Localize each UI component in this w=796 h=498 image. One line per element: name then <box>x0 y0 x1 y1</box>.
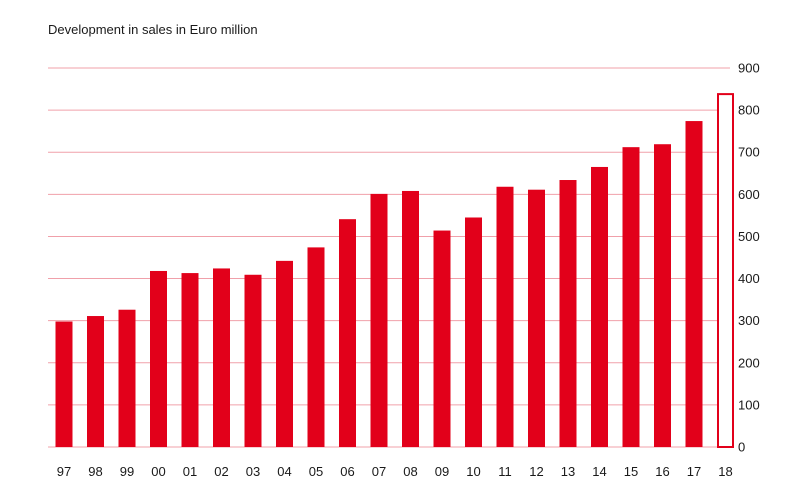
x-tick-label-08: 08 <box>403 464 417 479</box>
x-tick-label-09: 09 <box>435 464 449 479</box>
x-tick-label-11: 11 <box>498 464 512 479</box>
x-tick-label-06: 06 <box>340 464 354 479</box>
x-tick-label-03: 03 <box>246 464 260 479</box>
y-tick-label-100: 100 <box>738 397 760 412</box>
bar-14 <box>591 166 608 447</box>
bar-08 <box>402 190 419 447</box>
x-tick-label-07: 07 <box>372 464 386 479</box>
y-tick-label-200: 200 <box>738 355 760 370</box>
x-tick-label-02: 02 <box>214 464 228 479</box>
x-tick-label-98: 98 <box>88 464 102 479</box>
y-tick-label-700: 700 <box>738 145 760 160</box>
bar-03 <box>244 274 262 447</box>
x-tick-label-12: 12 <box>529 464 543 479</box>
bar-17 <box>685 121 703 447</box>
x-tick-label-05: 05 <box>309 464 323 479</box>
x-tick-label-99: 99 <box>120 464 134 479</box>
bar-04 <box>276 260 293 447</box>
y-tick-label-300: 300 <box>738 313 760 328</box>
x-tick-label-15: 15 <box>624 464 638 479</box>
x-tick-label-97: 97 <box>57 464 71 479</box>
bar-98 <box>87 316 104 447</box>
x-tick-label-00: 00 <box>151 464 165 479</box>
chart-title: Development in sales in Euro million <box>48 22 258 37</box>
bar-11 <box>496 186 514 447</box>
bar-13 <box>559 180 577 447</box>
bar-00 <box>150 270 167 447</box>
bar-97 <box>55 321 73 447</box>
bar-16 <box>654 144 671 447</box>
bar-12 <box>528 189 545 447</box>
y-tick-label-0: 0 <box>738 440 745 455</box>
bar-15 <box>622 147 640 447</box>
bar-07 <box>370 193 388 447</box>
y-tick-label-600: 600 <box>738 187 760 202</box>
bar-01 <box>181 273 199 447</box>
bar-05 <box>307 247 325 447</box>
x-tick-label-16: 16 <box>655 464 669 479</box>
y-tick-label-400: 400 <box>738 271 760 286</box>
bar-99 <box>118 309 136 447</box>
x-tick-label-04: 04 <box>277 464 291 479</box>
y-tick-label-800: 800 <box>738 103 760 118</box>
bar-09 <box>433 230 451 447</box>
x-tick-label-13: 13 <box>561 464 575 479</box>
bar-10 <box>465 217 482 447</box>
x-tick-label-17: 17 <box>687 464 701 479</box>
y-tick-label-900: 900 <box>738 61 760 76</box>
x-tick-label-18: 18 <box>718 464 732 479</box>
bar-02 <box>213 268 230 447</box>
y-tick-label-500: 500 <box>738 229 760 244</box>
bar-18 <box>717 93 734 448</box>
x-tick-label-10: 10 <box>466 464 480 479</box>
x-tick-label-14: 14 <box>592 464 606 479</box>
bar-06 <box>339 219 356 447</box>
x-tick-label-01: 01 <box>183 464 197 479</box>
